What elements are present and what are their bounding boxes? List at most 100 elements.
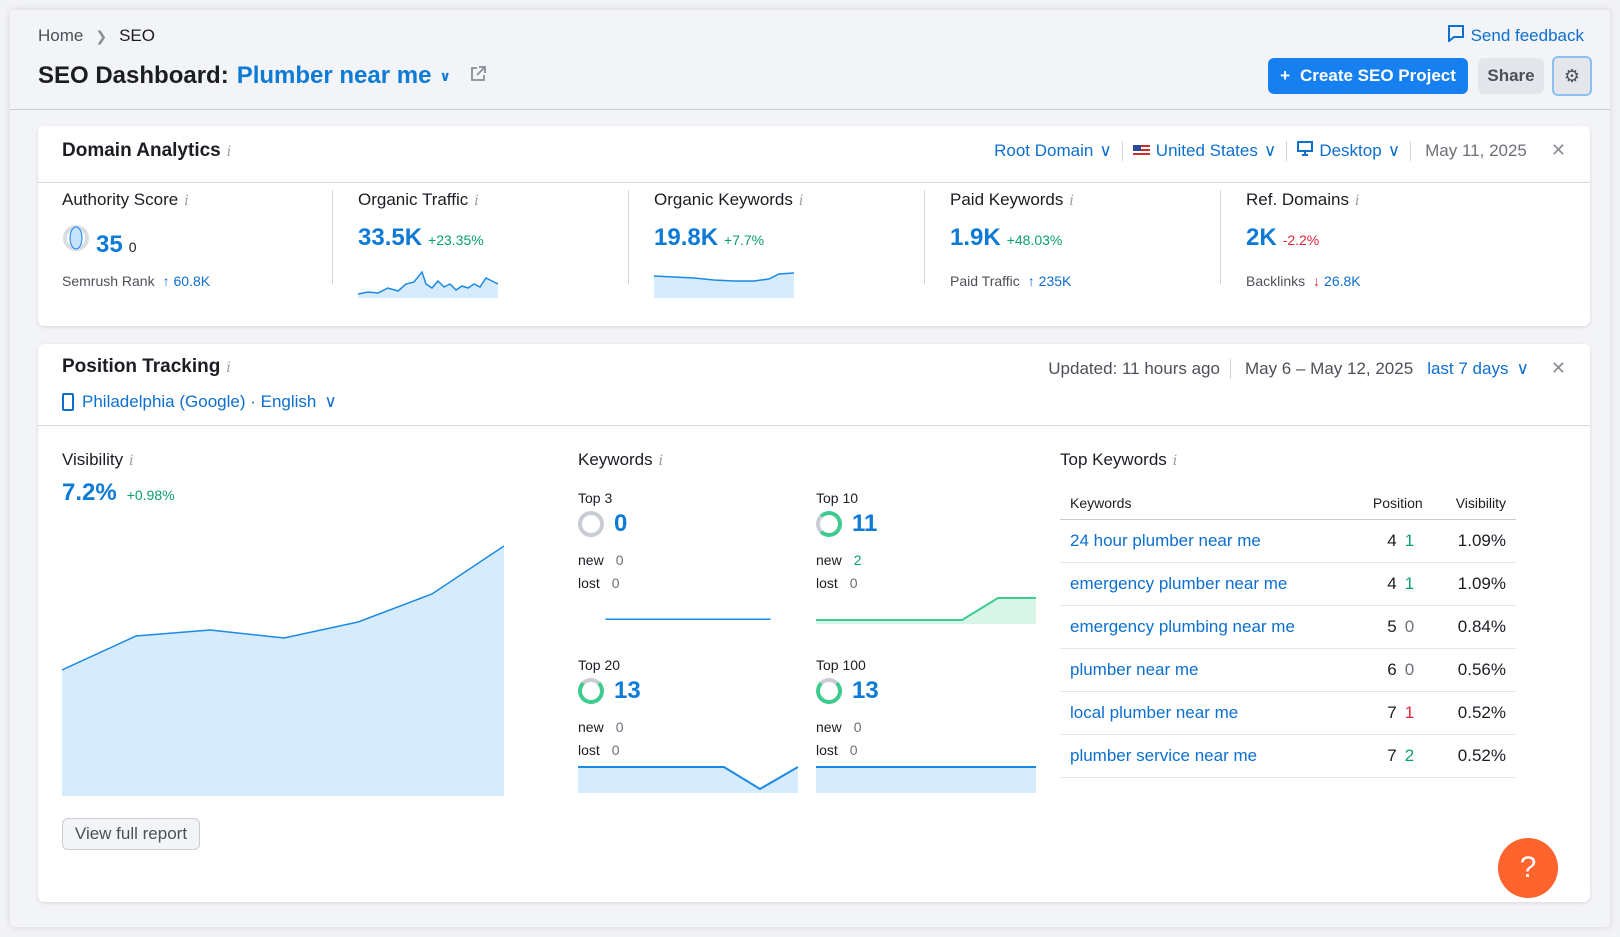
new-row: new 0 (578, 552, 623, 568)
metric-label: Paid Keywords i (950, 190, 1246, 210)
new-label: new (578, 719, 604, 735)
metric-organic-keywords[interactable]: Organic Keywords i 19.8K +7.7% (654, 190, 950, 300)
new-row: new 0 (816, 719, 861, 735)
keywords-title: Keywords i (578, 450, 663, 470)
visibility-value: 7.2% (62, 479, 117, 506)
keyword-link[interactable]: 24 hour plumber near me (1060, 519, 1351, 563)
metric-label-text: Organic Keywords (654, 190, 793, 209)
new-label: new (578, 552, 604, 568)
domain-analytics-title-text: Domain Analytics (62, 140, 221, 161)
info-icon[interactable]: i (1354, 193, 1360, 209)
breadcrumb: Home ❯ SEO (38, 26, 155, 46)
info-icon[interactable]: i (658, 453, 664, 469)
location-dropdown[interactable]: Philadelphia (Google) · English ∨ (62, 392, 337, 412)
info-icon[interactable]: i (1172, 453, 1178, 469)
visibility-title: Visibility i (62, 450, 134, 470)
keyword-link[interactable]: emergency plumber near me (1060, 562, 1351, 606)
metric-label-text: Paid Keywords (950, 190, 1064, 209)
keyword-link[interactable]: plumber near me (1060, 648, 1351, 692)
authority-score-delta: 0 (128, 239, 137, 255)
block-label: Top 100 (816, 657, 866, 673)
updated-text: Updated: 11 hours ago (1048, 358, 1231, 379)
semrush-rank-value: ↑ 60.8K (163, 273, 210, 289)
metric-paid-keywords[interactable]: Paid Keywords i 1.9K +48.03% Paid Traffic… (950, 190, 1246, 300)
divider (38, 425, 1590, 426)
block-value-row: 11 (816, 510, 877, 538)
block-value-row: 0 (578, 510, 627, 538)
lost-value: 0 (849, 742, 858, 758)
create-seo-project-button[interactable]: + Create SEO Project (1268, 58, 1468, 94)
column-header-position[interactable]: Position (1350, 487, 1433, 520)
info-icon[interactable]: i (226, 360, 231, 376)
chevron-down-icon: ∨ (324, 392, 337, 411)
top20-sparkline (578, 766, 798, 793)
location-label: Philadelphia (Google) · English (82, 392, 317, 411)
breadcrumb-current: SEO (119, 26, 155, 45)
project-selector[interactable]: Plumber near me (236, 62, 432, 89)
organic-keywords-delta: +7.7% (724, 232, 765, 248)
send-feedback-link[interactable]: Send feedback (1447, 24, 1584, 47)
top100-sparkline (816, 766, 1036, 793)
metric-label: Organic Traffic i (358, 190, 654, 210)
root-domain-dropdown[interactable]: Root Domain ∨ (984, 140, 1123, 161)
column-header-visibility[interactable]: Visibility (1432, 487, 1516, 520)
country-dropdown[interactable]: United States ∨ (1123, 140, 1288, 161)
paid-traffic-value: ↑ 235K (1028, 273, 1072, 289)
close-icon[interactable]: ✕ (1550, 358, 1566, 378)
period-dropdown[interactable]: last 7 days ∨ (1427, 359, 1529, 379)
position-change: 1 (1404, 573, 1415, 593)
top-keywords-title: Top Keywords i (1060, 450, 1177, 470)
metric-value-row: 2K -2.2% (1246, 224, 1319, 252)
keyword-link[interactable]: emergency plumbing near me (1060, 605, 1351, 649)
send-feedback-label: Send feedback (1470, 25, 1584, 45)
keywords-top100[interactable]: Top 100 13 new 0 lost 0 (816, 657, 1036, 807)
settings-button[interactable]: ⚙ (1552, 56, 1592, 96)
keywords-top10[interactable]: Top 10 11 new 2 lost 0 (816, 490, 1036, 640)
info-icon[interactable]: i (129, 453, 134, 469)
info-icon[interactable]: i (1069, 193, 1074, 209)
period-label: last 7 days (1427, 358, 1509, 378)
arrow-down-icon: ↓ (1313, 273, 1321, 289)
keyword-link[interactable]: plumber service near me (1060, 734, 1351, 778)
authority-score-value: 35 (96, 231, 123, 258)
info-icon[interactable]: i (226, 144, 232, 160)
chevron-down-icon[interactable]: ∨ (439, 67, 451, 84)
share-button[interactable]: Share (1478, 58, 1544, 94)
block-value: 13 (852, 677, 879, 704)
domain-analytics-card: Domain Analytics i Root Domain ∨ United S… (38, 126, 1590, 326)
keywords-top3[interactable]: Top 3 0 new 0 lost 0 (578, 490, 798, 640)
block-value-row: 13 (578, 677, 641, 705)
metric-value-row: 35 0 (62, 224, 137, 259)
metric-organic-traffic[interactable]: Organic Traffic i 33.5K +23.35% (358, 190, 654, 300)
block-value: 13 (614, 677, 641, 704)
column-header-keywords[interactable]: Keywords (1060, 487, 1351, 520)
new-value: 0 (615, 719, 624, 735)
close-icon[interactable]: ✕ (1550, 140, 1566, 160)
keywords-top20[interactable]: Top 20 13 new 0 lost 0 (578, 657, 798, 807)
metric-label-text: Organic Traffic (358, 190, 469, 209)
chevron-down-icon: ∨ (1099, 140, 1112, 160)
visibility-cell: 0.56% (1432, 648, 1516, 692)
divider (332, 190, 333, 284)
paid-keywords-delta: +48.03% (1006, 232, 1063, 248)
organic-traffic-sparkline (358, 270, 498, 298)
keyword-link[interactable]: local plumber near me (1060, 691, 1351, 735)
info-icon[interactable]: i (798, 193, 804, 209)
root-domain-label: Root Domain (994, 140, 1094, 160)
view-full-report-button[interactable]: View full report (62, 818, 200, 850)
breadcrumb-home[interactable]: Home (38, 26, 84, 45)
device-dropdown[interactable]: Desktop ∨ (1287, 140, 1412, 161)
metric-authority-score: Authority Score i 35 0 Semrush Rank ↑ 60.… (62, 190, 358, 300)
visibility-cell: 1.09% (1432, 562, 1516, 606)
external-link-icon[interactable] (469, 65, 487, 88)
help-button[interactable]: ? (1498, 838, 1558, 898)
page-title: SEO Dashboard: Plumber near me ∨ (38, 62, 487, 90)
metric-ref-domains[interactable]: Ref. Domains i 2K -2.2% Backlinks ↓ 26.8K (1246, 190, 1542, 300)
info-icon[interactable]: i (474, 193, 479, 209)
info-icon[interactable]: i (184, 193, 189, 209)
